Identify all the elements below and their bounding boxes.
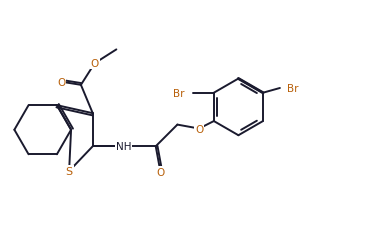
Text: H: H: [121, 142, 129, 152]
Text: O: O: [156, 167, 165, 177]
Text: Br: Br: [173, 88, 184, 98]
Text: O: O: [195, 124, 203, 134]
Text: NH: NH: [116, 142, 131, 152]
Text: O: O: [91, 59, 99, 69]
Text: S: S: [66, 166, 73, 176]
Text: Br: Br: [287, 84, 298, 94]
Text: O: O: [57, 77, 65, 87]
